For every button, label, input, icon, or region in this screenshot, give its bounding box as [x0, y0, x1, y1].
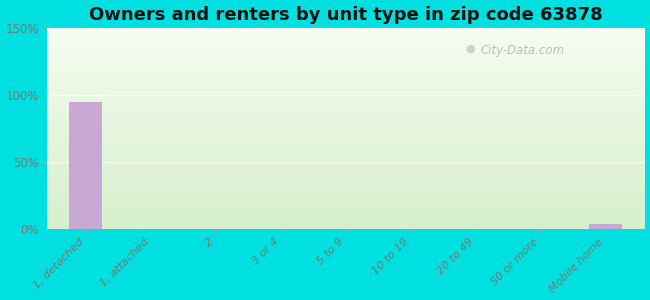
Text: ●: ●: [465, 44, 475, 54]
Bar: [70, 102, 102, 229]
Title: Owners and renters by unit type in zip code 63878: Owners and renters by unit type in zip c…: [88, 6, 603, 24]
Text: City-Data.com: City-Data.com: [480, 44, 564, 57]
Bar: [589, 224, 621, 229]
